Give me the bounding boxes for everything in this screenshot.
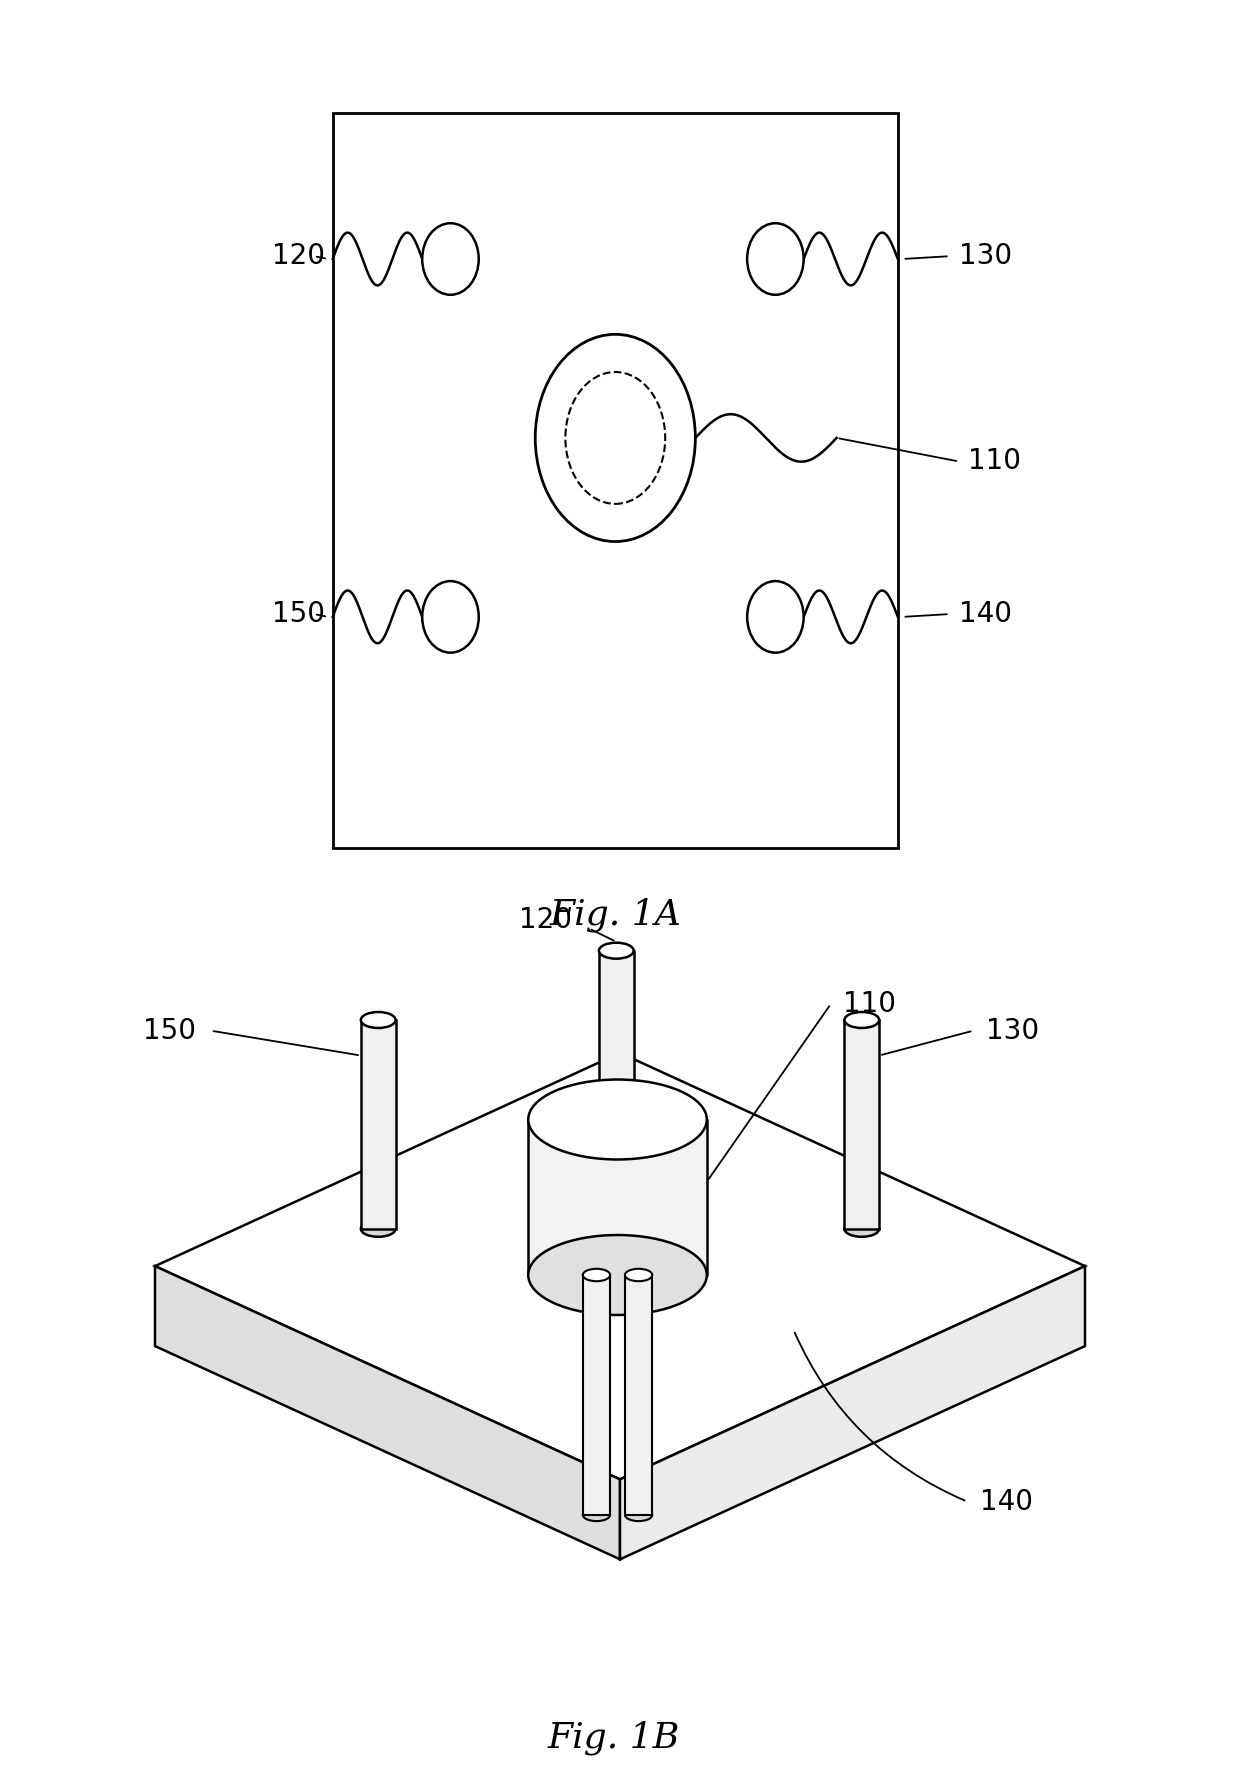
Polygon shape <box>620 1265 1085 1560</box>
Polygon shape <box>361 1020 396 1230</box>
Text: 130: 130 <box>986 1016 1039 1045</box>
Ellipse shape <box>565 371 665 505</box>
Text: 110: 110 <box>843 990 897 1018</box>
Text: Fig. 1B: Fig. 1B <box>548 1720 680 1756</box>
Ellipse shape <box>422 224 479 295</box>
Text: 140: 140 <box>959 601 1012 627</box>
Ellipse shape <box>599 1151 634 1167</box>
Ellipse shape <box>583 1269 610 1281</box>
Polygon shape <box>625 1276 652 1514</box>
Text: 150: 150 <box>143 1016 196 1045</box>
Ellipse shape <box>422 581 479 652</box>
Ellipse shape <box>361 1013 396 1027</box>
Text: 120: 120 <box>520 906 572 933</box>
Ellipse shape <box>844 1221 879 1237</box>
Ellipse shape <box>748 224 804 295</box>
Text: 150: 150 <box>272 601 325 627</box>
Ellipse shape <box>748 581 804 652</box>
Polygon shape <box>599 951 634 1160</box>
Ellipse shape <box>528 1079 707 1159</box>
Ellipse shape <box>599 942 634 960</box>
Ellipse shape <box>361 1221 396 1237</box>
Polygon shape <box>155 1265 620 1560</box>
Bar <box>332 114 898 848</box>
Ellipse shape <box>625 1269 652 1281</box>
Text: 130: 130 <box>959 242 1012 270</box>
Text: 140: 140 <box>980 1487 1033 1516</box>
Ellipse shape <box>536 334 696 542</box>
Ellipse shape <box>583 1509 610 1521</box>
Polygon shape <box>528 1120 707 1276</box>
Polygon shape <box>844 1020 879 1230</box>
Ellipse shape <box>844 1013 879 1027</box>
Text: 110: 110 <box>968 448 1022 476</box>
Text: 120: 120 <box>272 242 325 270</box>
Ellipse shape <box>625 1509 652 1521</box>
Polygon shape <box>155 1052 1085 1478</box>
Polygon shape <box>583 1276 610 1514</box>
Ellipse shape <box>528 1235 707 1315</box>
Text: Fig. 1A: Fig. 1A <box>549 897 681 933</box>
